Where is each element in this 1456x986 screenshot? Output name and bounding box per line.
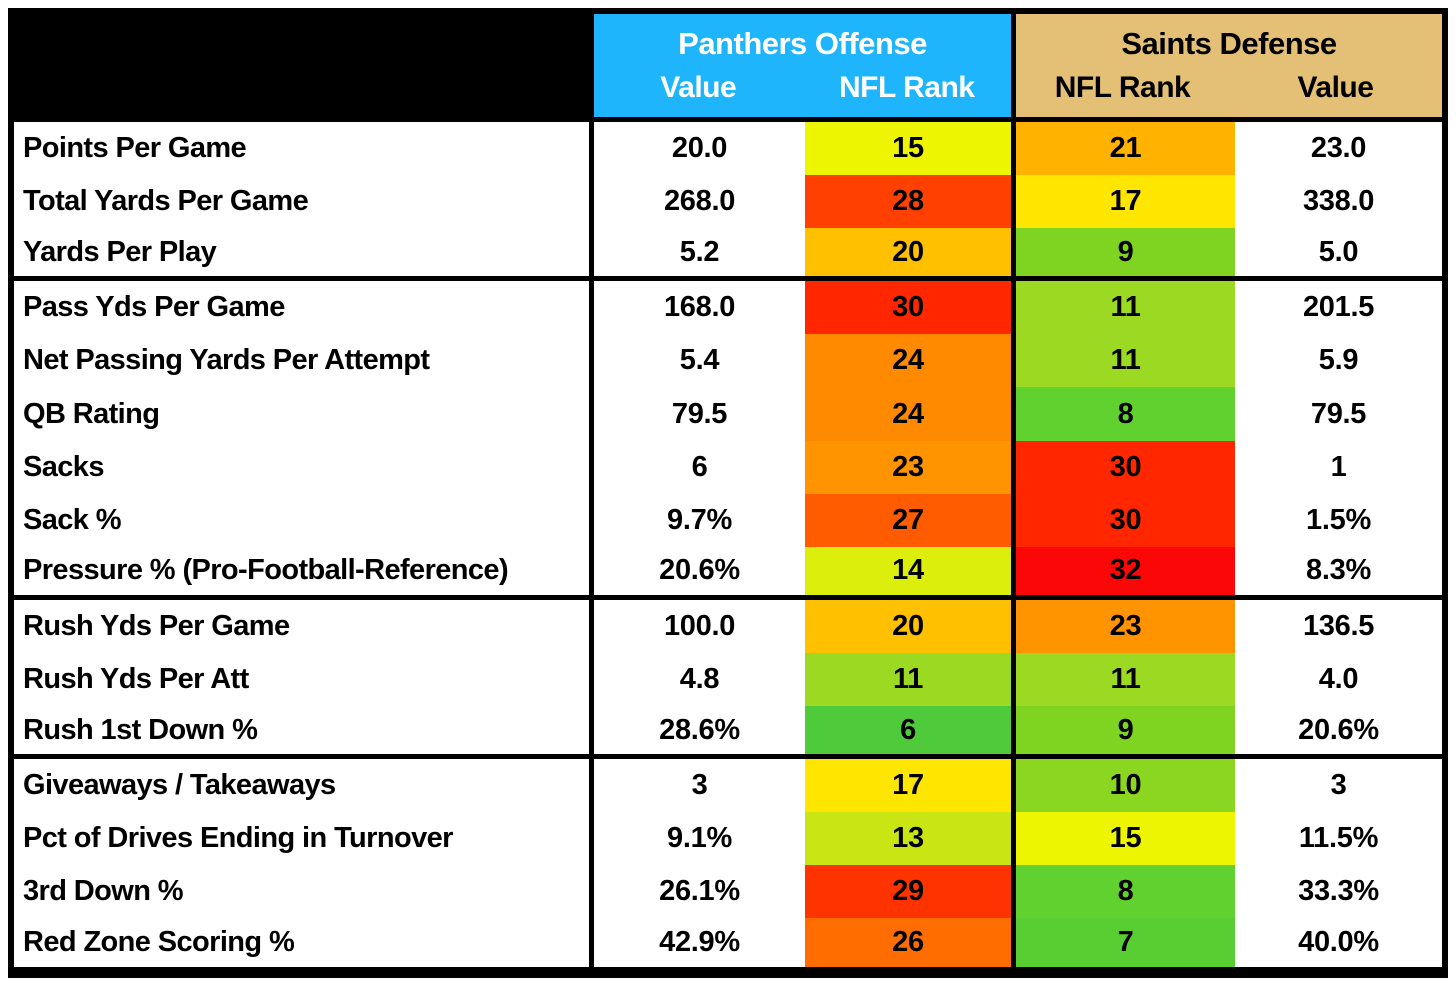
saints-defense-title: Saints Defense xyxy=(1121,26,1337,61)
panthers-rank-cell: 15 xyxy=(805,122,1016,176)
saints-value-cell: 136.5 xyxy=(1302,609,1375,642)
saints-value-cell: 5.9 xyxy=(1318,344,1359,377)
stat-label: Rush Yds Per Game xyxy=(14,599,594,653)
saints-rank-cell: 30 xyxy=(1016,440,1235,494)
stat-label: Giveaways / Takeaways xyxy=(14,759,594,813)
panthers-value-cell: 5.2 xyxy=(594,228,805,282)
saints-value-cell: 1.5% xyxy=(1306,503,1371,536)
saints-rank-cell: 9 xyxy=(1016,228,1235,282)
panthers-value-cell: 20.0 xyxy=(671,132,728,165)
panthers-offense-header: Panthers Offense Value NFL Rank xyxy=(594,14,1016,122)
panthers-value-cell: 9.7% xyxy=(667,503,732,536)
saints-rank-cell: 9 xyxy=(1016,706,1235,760)
stat-label: Rush Yds Per Att xyxy=(14,652,594,707)
saints-value-cell: 201.5 xyxy=(1302,291,1375,324)
panthers-rank-column-header: NFL Rank xyxy=(839,71,975,104)
saints-rank-cell: 15 xyxy=(1016,812,1235,866)
saints-value-cell: 1 xyxy=(1330,450,1347,483)
saints-value-cell: 23.0 xyxy=(1310,132,1367,165)
saints-value-cell: 5.0 xyxy=(1235,228,1442,282)
stat-label: Rush 1st Down % xyxy=(14,706,594,760)
stat-label: Pct of Drives Ending in Turnover xyxy=(14,812,594,866)
panthers-rank-cell: 14 xyxy=(805,546,1016,600)
saints-rank-cell: 32 xyxy=(1016,546,1235,600)
panthers-value-cell: 268.0 xyxy=(663,185,736,218)
panthers-rank-cell: 24 xyxy=(805,387,1016,441)
saints-value-cell: 40.0% xyxy=(1235,918,1442,972)
panthers-rank-cell: 20 xyxy=(805,599,1016,653)
saints-value-cell: 11.5% xyxy=(1298,822,1379,855)
saints-value-cell: 79.5 xyxy=(1310,397,1367,430)
stat-label: Pass Yds Per Game xyxy=(14,281,594,335)
panthers-rank-cell: 13 xyxy=(805,812,1016,866)
panthers-value-cell: 3 xyxy=(691,769,708,802)
panthers-rank-cell: 29 xyxy=(805,865,1016,919)
panthers-value-column-header: Value xyxy=(660,71,737,104)
panthers-value-cell: 9.1% xyxy=(667,822,732,855)
panthers-rank-cell: 6 xyxy=(805,706,1016,760)
team-comparison-table: Panthers Offense Value NFL Rank Saints D… xyxy=(8,8,1448,978)
saints-rank-cell: 23 xyxy=(1016,599,1235,653)
saints-rank-cell: 8 xyxy=(1016,387,1235,441)
saints-rank-cell: 8 xyxy=(1016,865,1235,919)
stat-label: QB Rating xyxy=(14,387,594,441)
saints-rank-cell: 21 xyxy=(1016,122,1235,176)
panthers-value-cell: 20.6% xyxy=(594,547,805,600)
panthers-value-cell: 26.1% xyxy=(659,875,740,908)
saints-rank-cell: 17 xyxy=(1016,175,1235,229)
saints-rank-cell: 11 xyxy=(1016,281,1235,335)
stat-label: Pressure % (Pro-Football-Reference) xyxy=(14,546,594,600)
panthers-rank-cell: 23 xyxy=(805,440,1016,494)
stat-label: 3rd Down % xyxy=(14,865,594,919)
saints-value-cell: 8.3% xyxy=(1235,547,1442,600)
saints-rank-cell: 11 xyxy=(1016,334,1235,388)
panthers-rank-cell: 20 xyxy=(805,228,1016,282)
panthers-value-cell: 100.0 xyxy=(663,609,736,642)
saints-value-column-header: Value xyxy=(1297,71,1374,104)
stat-label: Yards Per Play xyxy=(14,228,594,282)
panthers-rank-cell: 17 xyxy=(805,759,1016,813)
panthers-value-cell: 42.9% xyxy=(594,918,805,972)
saints-rank-cell: 7 xyxy=(1016,918,1235,972)
saints-rank-cell: 30 xyxy=(1016,493,1235,547)
stat-label: Sack % xyxy=(14,493,594,547)
panthers-rank-cell: 24 xyxy=(805,334,1016,388)
panthers-value-cell: 5.4 xyxy=(679,344,720,377)
saints-value-cell: 33.3% xyxy=(1298,875,1379,908)
saints-rank-cell: 10 xyxy=(1016,759,1235,813)
saints-defense-header: Saints Defense NFL Rank Value xyxy=(1016,14,1442,122)
saints-value-cell: 20.6% xyxy=(1235,706,1442,760)
panthers-value-cell: 4.8 xyxy=(679,662,720,695)
table-corner-cell xyxy=(14,14,594,122)
saints-column-headers: NFL Rank Value xyxy=(1016,73,1442,103)
stat-label: Net Passing Yards Per Attempt xyxy=(14,334,594,388)
saints-rank-cell: 11 xyxy=(1016,652,1235,707)
stat-label: Points Per Game xyxy=(14,122,594,176)
panthers-rank-cell: 26 xyxy=(805,918,1016,972)
panthers-rank-cell: 30 xyxy=(805,281,1016,335)
panthers-value-cell: 6 xyxy=(691,450,708,483)
panthers-rank-cell: 11 xyxy=(805,652,1016,707)
panthers-value-cell: 168.0 xyxy=(663,291,736,324)
stat-label: Total Yards Per Game xyxy=(14,175,594,229)
saints-value-cell: 4.0 xyxy=(1318,662,1359,695)
panthers-value-cell: 28.6% xyxy=(594,706,805,760)
panthers-rank-cell: 28 xyxy=(805,175,1016,229)
stat-label: Sacks xyxy=(14,440,594,494)
panthers-value-cell: 79.5 xyxy=(671,397,728,430)
saints-value-cell: 338.0 xyxy=(1302,185,1375,218)
saints-value-cell: 3 xyxy=(1330,769,1347,802)
panthers-column-headers: Value NFL Rank xyxy=(594,73,1011,103)
stat-label: Red Zone Scoring % xyxy=(14,918,594,972)
panthers-rank-cell: 27 xyxy=(805,493,1016,547)
panthers-offense-title: Panthers Offense xyxy=(678,26,927,61)
saints-rank-column-header: NFL Rank xyxy=(1054,71,1191,104)
